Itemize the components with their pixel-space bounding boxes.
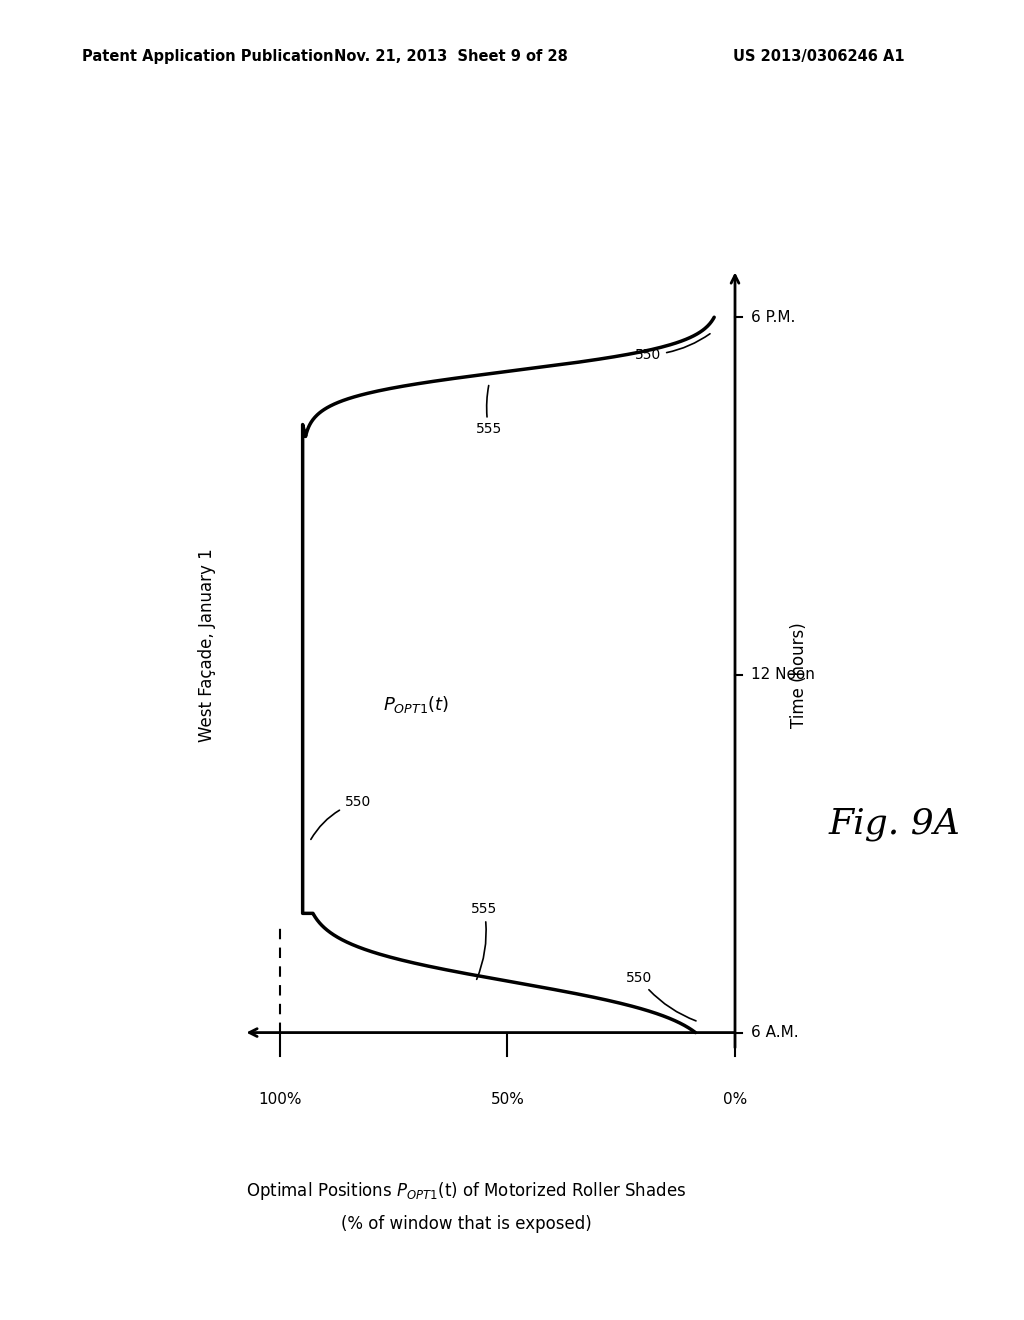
Text: 50%: 50% xyxy=(490,1092,524,1107)
Text: 555: 555 xyxy=(475,385,502,437)
Text: 550: 550 xyxy=(635,334,710,362)
Text: 0%: 0% xyxy=(723,1092,748,1107)
Text: (% of window that is exposed): (% of window that is exposed) xyxy=(341,1214,591,1233)
Text: 6 P.M.: 6 P.M. xyxy=(751,310,796,325)
Text: West Façade, January 1: West Façade, January 1 xyxy=(198,548,216,742)
Text: Patent Application Publication: Patent Application Publication xyxy=(82,49,334,63)
Text: Optimal Positions $P_{OPT1}$(t) of Motorized Roller Shades: Optimal Positions $P_{OPT1}$(t) of Motor… xyxy=(246,1180,686,1201)
Text: Fig. 9A: Fig. 9A xyxy=(828,807,961,841)
Text: US 2013/0306246 A1: US 2013/0306246 A1 xyxy=(733,49,905,63)
Text: 550: 550 xyxy=(311,795,371,840)
Text: Time (hours): Time (hours) xyxy=(790,622,808,727)
Text: Nov. 21, 2013  Sheet 9 of 28: Nov. 21, 2013 Sheet 9 of 28 xyxy=(334,49,567,63)
Text: 6 A.M.: 6 A.M. xyxy=(751,1026,799,1040)
Text: 12 Noon: 12 Noon xyxy=(751,668,815,682)
Text: $P_{OPT1}(t)$: $P_{OPT1}(t)$ xyxy=(383,694,450,715)
Text: 100%: 100% xyxy=(258,1092,302,1107)
Text: 550: 550 xyxy=(626,972,696,1020)
Text: 555: 555 xyxy=(471,903,498,979)
